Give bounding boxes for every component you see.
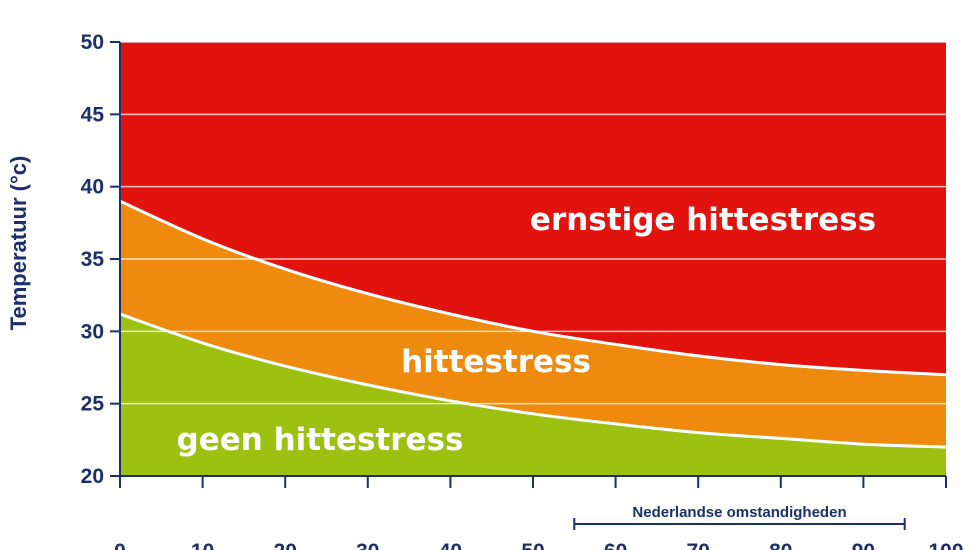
zone-area-geen-hittestress bbox=[120, 314, 946, 476]
x-tick-label-70: 70 bbox=[687, 540, 710, 550]
zone-label-ernstige-hittestress: ernstige hittestress bbox=[530, 202, 876, 238]
x-tick-label-20: 20 bbox=[274, 540, 297, 550]
x-tick-label-30: 30 bbox=[356, 540, 379, 550]
annotation-bracket: Nederlandse omstandigheden bbox=[573, 504, 906, 530]
x-tick-label-10: 10 bbox=[191, 540, 214, 550]
x-tick-label-40: 40 bbox=[439, 540, 462, 550]
x-tick-label-60: 60 bbox=[604, 540, 627, 550]
y-axis-title: Temperatuur (°c) bbox=[6, 156, 31, 331]
boundary-line-upper bbox=[119, 199, 947, 377]
zone-label-hittestress: hittestress bbox=[401, 344, 591, 380]
x-tick-label-80: 80 bbox=[769, 540, 792, 550]
x-ticks: 0 10 20 30 40 50 60 70 80 90 100 bbox=[114, 476, 964, 550]
y-tick-label-35: 35 bbox=[81, 248, 105, 271]
x-tick-label-90: 90 bbox=[852, 540, 875, 550]
y-tick-label-40: 40 bbox=[81, 176, 104, 199]
y-axis: 20 25 30 35 40 45 50 bbox=[81, 31, 121, 488]
x-tick-label-50: 50 bbox=[521, 540, 544, 550]
annotation-label: Nederlandse omstandigheden bbox=[632, 504, 846, 521]
x-axis: 0 10 20 30 40 50 60 70 80 90 100 bbox=[114, 475, 964, 550]
x-tick-label-100: 100 bbox=[928, 540, 963, 550]
zone-label-geen-hittestress: geen hittestress bbox=[177, 422, 464, 458]
boundary-lines bbox=[119, 199, 947, 449]
y-tick-label-30: 30 bbox=[81, 320, 104, 343]
y-tick-label-25: 25 bbox=[81, 393, 105, 416]
y-tick-label-50: 50 bbox=[81, 31, 104, 54]
y-tick-label-45: 45 bbox=[81, 103, 105, 126]
boundary-line-lower bbox=[119, 312, 947, 449]
y-tick-label-20: 20 bbox=[81, 465, 104, 488]
y-ticks: 20 25 30 35 40 45 50 bbox=[81, 31, 120, 488]
x-tick-label-0: 0 bbox=[114, 540, 126, 550]
